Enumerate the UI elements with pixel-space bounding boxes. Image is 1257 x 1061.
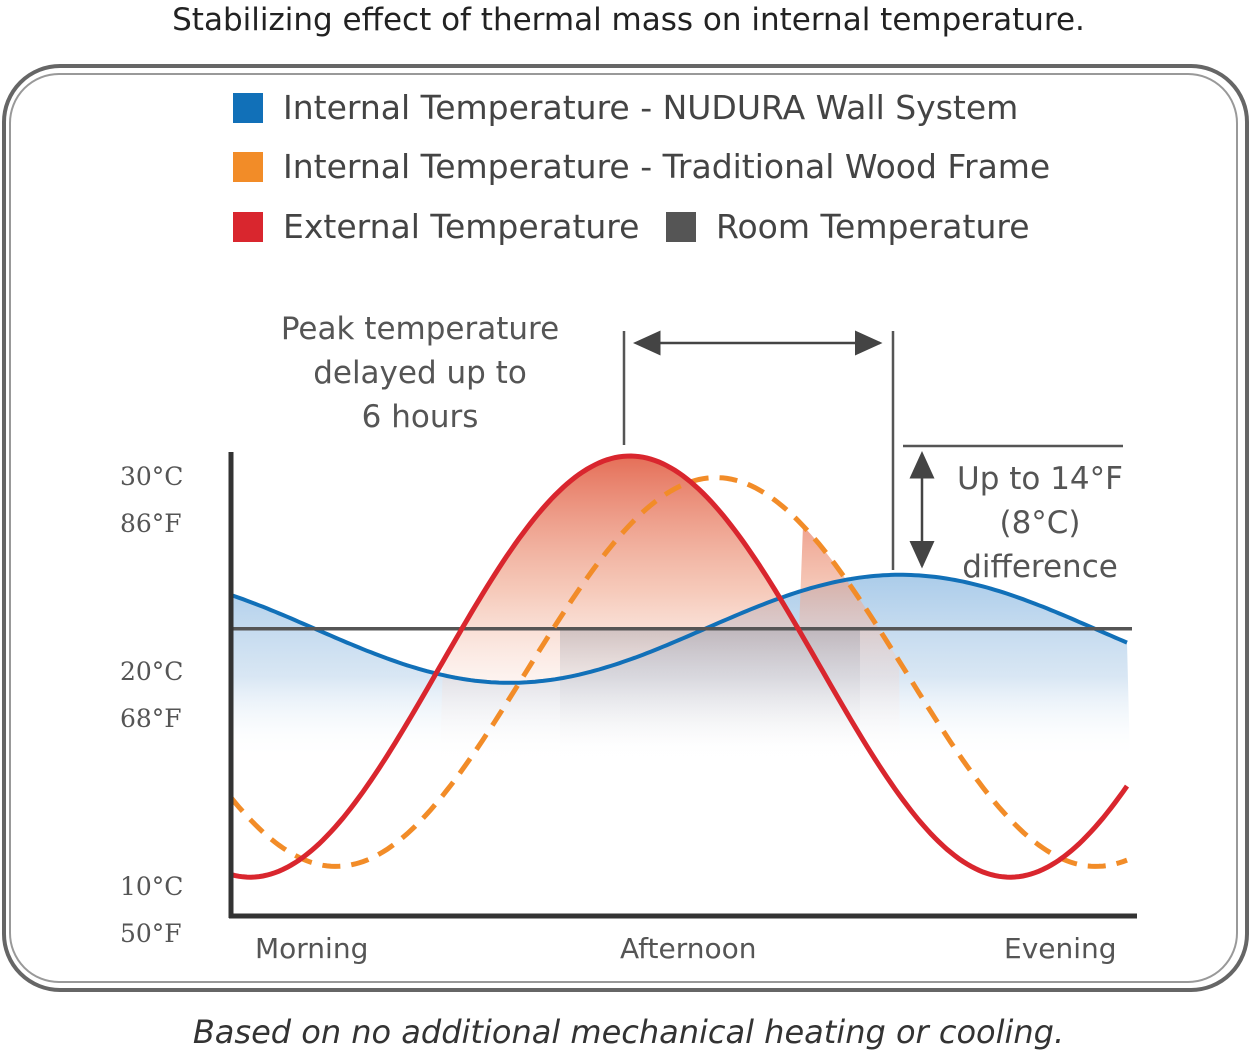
chart-title: Stabilizing effect of thermal mass on in…: [172, 2, 1085, 38]
legend-swatch-nudura: [233, 92, 263, 123]
legend-item-nudura: Internal Temperature - NUDURA Wall Syste…: [233, 88, 1018, 127]
chart-frame: [2, 64, 1249, 992]
footnote: Based on no additional mechanical heatin…: [192, 1013, 1065, 1051]
peak-delay-line-1: Peak temperature: [280, 311, 560, 347]
legend-item-wood-frame: Internal Temperature - Traditional Wood …: [233, 147, 1050, 186]
legend-label-external: External Temperature: [283, 207, 640, 246]
x-tick-evening: Evening: [1004, 932, 1117, 965]
legend-swatch-wood-frame: [233, 151, 263, 182]
wood-frame-line: [229, 475, 1128, 869]
overlap-area: [560, 628, 860, 760]
x-tick-afternoon: Afternoon: [620, 932, 757, 965]
legend-swatch-external: [233, 211, 263, 242]
peak-delay-annotation: Peak temperature delayed up to 6 hours: [260, 307, 580, 439]
legend-label-nudura: Internal Temperature - NUDURA Wall Syste…: [283, 88, 1019, 127]
legend-label-wood-frame: Internal Temperature - Traditional Wood …: [283, 147, 1051, 186]
legend-label-room: Room Temperature: [716, 207, 1030, 246]
difference-annotation: Up to 14°F (8°C) difference: [935, 457, 1145, 589]
difference-line-2: (8°C): [999, 505, 1081, 541]
x-tick-morning: Morning: [255, 932, 369, 965]
y-tick-86f: 86°F: [120, 509, 182, 538]
difference-line-1: Up to 14°F: [957, 461, 1123, 497]
external-line: [230, 453, 1130, 880]
legend-item-external: External Temperature: [233, 207, 639, 246]
y-tick-50f: 50°F: [120, 919, 182, 948]
difference-line-3: difference: [962, 549, 1118, 585]
y-tick-20c: 20°C: [120, 657, 184, 686]
peak-delay-line-2: delayed up to: [313, 355, 527, 391]
nudura-line: [230, 572, 1128, 685]
y-tick-10c: 10°C: [120, 872, 184, 901]
legend-swatch-room: [666, 211, 696, 242]
y-tick-30c: 30°C: [120, 462, 184, 491]
peak-delay-line-3: 6 hours: [361, 399, 479, 435]
y-tick-68f: 68°F: [120, 704, 182, 733]
chart-frame-inner: [9, 73, 1238, 983]
legend-item-room: Room Temperature: [666, 207, 1030, 246]
